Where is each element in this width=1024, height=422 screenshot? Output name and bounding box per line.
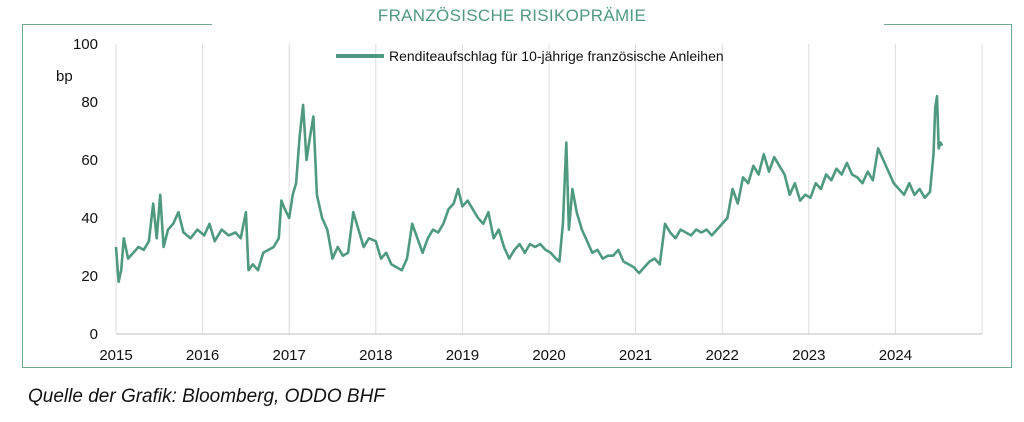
legend: Renditeaufschlag für 10-jährige französi… [336, 48, 724, 64]
y-axis-unit-label: bp [56, 68, 73, 85]
series-layer [114, 94, 944, 284]
y-tick-label: 80 [81, 94, 98, 111]
x-tick-label: 2023 [792, 347, 825, 364]
frame-top-left [22, 24, 212, 25]
x-tick-label: 2024 [879, 347, 912, 364]
x-tick-label: 2015 [99, 347, 132, 364]
legend-entry: Renditeaufschlag für 10-jährige französi… [389, 48, 724, 64]
x-tick-label: 2016 [186, 347, 219, 364]
axis-layer: 0 20 40 60 80 100 2015 2016 2017 2018 2019 2020 2021… [73, 36, 982, 364]
x-tick-label: 2017 [273, 347, 306, 364]
series-line [114, 94, 944, 284]
x-tick-label: 2021 [619, 347, 652, 364]
y-tick-label: 20 [81, 268, 98, 285]
source-note: Quelle der Grafik: Bloomberg, ODDO BHF [28, 386, 385, 407]
x-tick-label: 2020 [532, 347, 565, 364]
chart-title: FRANZÖSISCHE RISIKOPRÄMIE [377, 6, 647, 25]
x-tick-label: 2018 [359, 347, 392, 364]
chart-frame [22, 24, 1012, 368]
frame-top-right [884, 24, 1012, 25]
y-tick-label: 40 [81, 210, 98, 227]
y-tick-label: 60 [81, 152, 98, 169]
grid-layer [115, 44, 983, 334]
x-tick-label: 2022 [706, 347, 739, 364]
x-tick-label: 2019 [446, 347, 479, 364]
y-tick-label: 100 [73, 36, 98, 53]
y-tick-label: 0 [90, 326, 98, 343]
